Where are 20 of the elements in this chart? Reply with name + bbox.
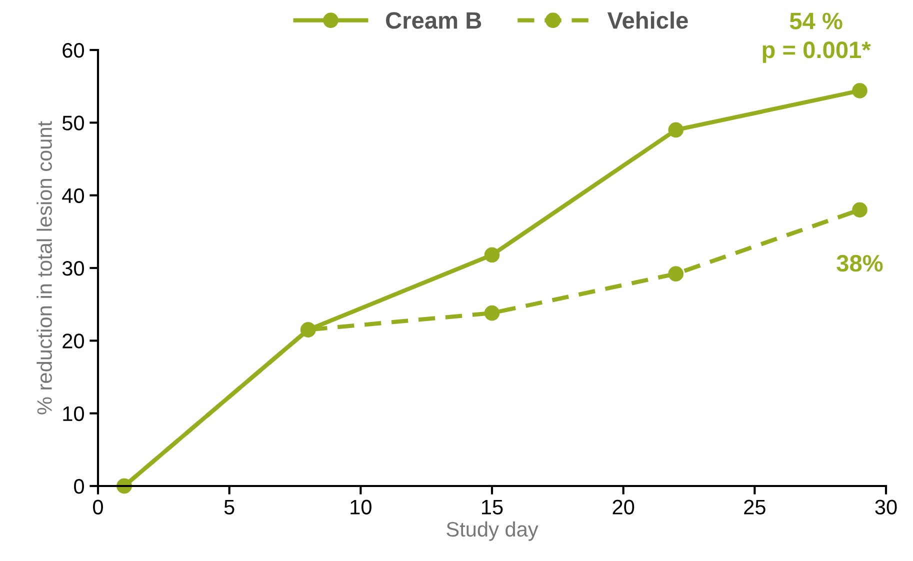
y-tick-label: 60 xyxy=(62,43,84,58)
y-tick-label: 0 xyxy=(74,479,84,494)
x-tick-label: 30 xyxy=(875,500,897,514)
x-axis-title: Study day xyxy=(446,521,538,541)
x-tick-label: 15 xyxy=(482,500,503,514)
annotation: 54 % p = 0.001* xyxy=(762,12,871,63)
x-tick-label: 0 xyxy=(93,500,103,514)
y-tick-label: 20 xyxy=(62,334,84,348)
legend-label: Vehicle xyxy=(607,11,688,29)
y-tick-label: 30 xyxy=(62,261,84,276)
legend-label: Cream B xyxy=(386,12,482,29)
x-tick-label: 5 xyxy=(224,500,234,514)
y-tick-label: 50 xyxy=(62,116,84,130)
x-tick-label: 10 xyxy=(350,500,372,514)
x-tick-label: 25 xyxy=(744,500,766,514)
y-tick-label: 40 xyxy=(62,188,84,204)
x-tick-label: 20 xyxy=(612,500,634,514)
y-tick-label: 10 xyxy=(63,406,84,422)
y-axis-title: % reduction in total lesion count xyxy=(36,121,52,414)
annotation: 38% xyxy=(836,254,883,272)
